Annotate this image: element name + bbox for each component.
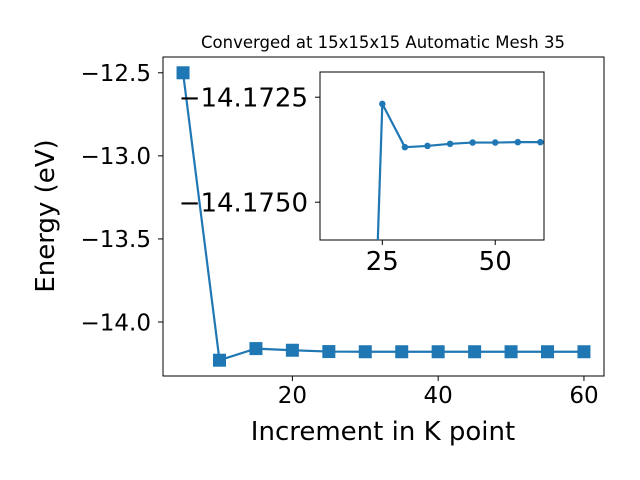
- y-axis-label: Energy (eV): [31, 139, 61, 292]
- main-y-axis: −12.5 −13.0 −13.5 −14.0: [81, 61, 163, 336]
- main-series: [176, 66, 591, 367]
- main-y-tick-label: −13.0: [81, 144, 151, 170]
- main-x-tick-label: 20: [278, 383, 307, 409]
- main-x-axis: 20 40 60: [278, 376, 599, 409]
- inset-data-point: [491, 139, 499, 146]
- chart-title: Converged at 15x15x15 Automatic Mesh 35: [201, 33, 565, 52]
- main-data-point: [541, 345, 555, 359]
- inset-y-tick-label: −14.1750: [179, 189, 308, 219]
- main-data-point: [285, 343, 299, 357]
- main-data-point: [431, 345, 445, 359]
- main-data-point: [358, 345, 372, 359]
- main-data-point: [504, 345, 518, 359]
- inset-data-point: [537, 138, 544, 146]
- main-data-point: [395, 345, 409, 359]
- main-data-point: [322, 345, 336, 359]
- main-x-tick-label: 60: [569, 383, 598, 409]
- inset-plot-frame: [319, 71, 545, 241]
- inset-data-point: [446, 140, 454, 148]
- main-data-point: [249, 342, 263, 356]
- inset-data-point: [424, 142, 431, 150]
- x-axis-label: Increment in K point: [251, 417, 515, 447]
- inset-data-point: [379, 100, 386, 108]
- inset-data-point: [514, 138, 522, 146]
- inset-series: [376, 100, 544, 240]
- main-data-point: [577, 345, 591, 359]
- main-x-tick-label: 40: [424, 383, 453, 409]
- inset-x-tick-label: 50: [479, 247, 512, 277]
- inset-x-tick-label: 25: [366, 247, 399, 277]
- main-y-tick-label: −12.5: [81, 61, 151, 87]
- inset-data-point: [469, 139, 476, 146]
- main-data-point: [468, 345, 482, 359]
- main-data-point: [212, 353, 226, 367]
- inset-data-point: [401, 143, 409, 151]
- main-y-tick-label: −13.5: [81, 227, 151, 253]
- main-y-tick-label: −14.0: [81, 310, 151, 336]
- inset-y-axis: −14.1750 −14.1725: [179, 84, 320, 219]
- inset-y-tick-label: −14.1725: [179, 84, 308, 114]
- main-data-point: [176, 66, 190, 80]
- inset-x-axis: 25 50: [366, 240, 512, 277]
